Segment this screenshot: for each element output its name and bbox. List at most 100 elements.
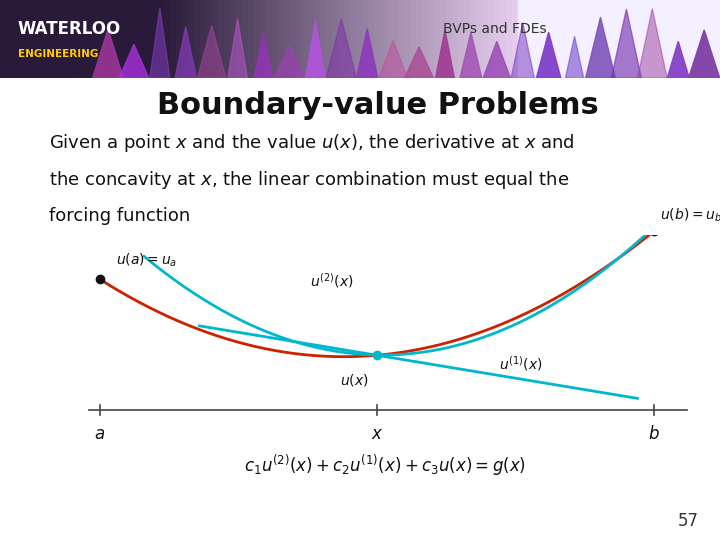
Text: Boundary-value Problems: Boundary-value Problems xyxy=(157,91,599,120)
Polygon shape xyxy=(274,45,305,78)
Polygon shape xyxy=(92,29,124,78)
Bar xyxy=(410,0,417,78)
Bar xyxy=(279,0,285,78)
Bar xyxy=(284,0,291,78)
Bar xyxy=(362,0,369,78)
Polygon shape xyxy=(197,25,226,78)
Bar xyxy=(212,0,219,78)
Polygon shape xyxy=(667,42,689,78)
Text: $b$: $b$ xyxy=(648,425,660,443)
Polygon shape xyxy=(175,26,197,78)
Polygon shape xyxy=(326,19,356,78)
Bar xyxy=(164,0,171,78)
Bar xyxy=(326,0,333,78)
Bar xyxy=(243,0,249,78)
Bar xyxy=(236,0,243,78)
Text: forcing function: forcing function xyxy=(49,207,191,225)
Bar xyxy=(218,0,225,78)
Polygon shape xyxy=(585,17,616,78)
Text: BVPs and FDEs: BVPs and FDEs xyxy=(443,22,546,36)
Polygon shape xyxy=(460,32,482,78)
Bar xyxy=(369,0,375,78)
Bar xyxy=(488,0,495,78)
Polygon shape xyxy=(150,8,170,78)
Text: Given a point $x$ and the value $u(x)$, the derivative at $x$ and: Given a point $x$ and the value $u(x)$, … xyxy=(49,132,575,154)
Bar xyxy=(182,0,189,78)
Bar xyxy=(0,0,158,78)
Bar xyxy=(495,0,501,78)
Bar xyxy=(416,0,423,78)
Bar xyxy=(194,0,201,78)
Polygon shape xyxy=(483,42,510,78)
Polygon shape xyxy=(228,18,248,78)
Bar xyxy=(261,0,267,78)
Polygon shape xyxy=(536,32,561,78)
Bar xyxy=(405,0,411,78)
Polygon shape xyxy=(637,9,667,78)
Bar xyxy=(302,0,309,78)
Bar xyxy=(459,0,465,78)
Bar xyxy=(338,0,345,78)
Bar xyxy=(200,0,207,78)
Polygon shape xyxy=(565,36,584,78)
Bar xyxy=(518,0,720,78)
Text: $a$: $a$ xyxy=(94,425,105,443)
Bar xyxy=(189,0,195,78)
Bar xyxy=(500,0,507,78)
Bar xyxy=(434,0,441,78)
Bar xyxy=(482,0,489,78)
Bar xyxy=(333,0,339,78)
Text: $u(a) = u_a$: $u(a) = u_a$ xyxy=(117,252,178,269)
Bar xyxy=(351,0,357,78)
Text: $u^{(1)}(x)$: $u^{(1)}(x)$ xyxy=(499,354,542,373)
Polygon shape xyxy=(688,30,720,78)
Bar xyxy=(266,0,273,78)
Bar xyxy=(380,0,387,78)
Bar xyxy=(470,0,477,78)
Text: $x$: $x$ xyxy=(371,425,383,443)
Bar xyxy=(374,0,381,78)
Text: 57: 57 xyxy=(678,512,699,530)
Text: WATERLOO: WATERLOO xyxy=(18,19,121,38)
Bar xyxy=(315,0,321,78)
Bar xyxy=(441,0,447,78)
Text: the concavity at $x$, the linear combination must equal the: the concavity at $x$, the linear combina… xyxy=(49,170,570,191)
Bar xyxy=(290,0,297,78)
Bar xyxy=(158,0,165,78)
Bar xyxy=(248,0,255,78)
Text: $u(x)$: $u(x)$ xyxy=(341,372,369,388)
Bar xyxy=(428,0,435,78)
Bar xyxy=(477,0,483,78)
Bar xyxy=(308,0,315,78)
Bar xyxy=(464,0,471,78)
Bar xyxy=(513,0,519,78)
Polygon shape xyxy=(405,47,433,78)
Bar xyxy=(171,0,177,78)
Bar xyxy=(398,0,405,78)
Polygon shape xyxy=(611,9,642,78)
Bar xyxy=(230,0,237,78)
Bar xyxy=(297,0,303,78)
Polygon shape xyxy=(436,30,454,78)
Text: ENGINEERING: ENGINEERING xyxy=(18,49,99,58)
Bar xyxy=(506,0,513,78)
Text: $u^{(2)}(x)$: $u^{(2)}(x)$ xyxy=(310,271,354,290)
Polygon shape xyxy=(119,44,149,78)
Bar xyxy=(254,0,261,78)
Bar xyxy=(207,0,213,78)
Bar xyxy=(446,0,453,78)
Bar xyxy=(423,0,429,78)
Bar xyxy=(176,0,183,78)
Bar xyxy=(356,0,363,78)
Polygon shape xyxy=(356,29,378,78)
Polygon shape xyxy=(305,21,325,78)
Bar xyxy=(392,0,399,78)
Polygon shape xyxy=(379,40,408,78)
Text: $u(b) = u_b$: $u(b) = u_b$ xyxy=(660,207,720,225)
Polygon shape xyxy=(511,23,534,78)
Text: $c_1u^{(2)}(x)+c_2u^{(1)}(x)+c_3u(x)=g(x)$: $c_1u^{(2)}(x)+c_2u^{(1)}(x)+c_3u(x)=g(x… xyxy=(244,453,526,478)
Bar xyxy=(387,0,393,78)
Bar xyxy=(225,0,231,78)
Bar xyxy=(320,0,327,78)
Bar xyxy=(344,0,351,78)
